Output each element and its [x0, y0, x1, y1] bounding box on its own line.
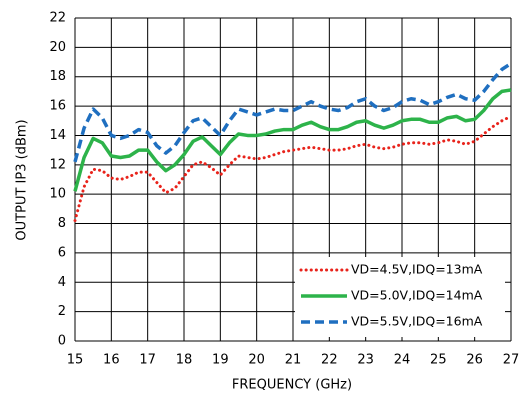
x-tick-label: 22	[321, 353, 338, 368]
y-tick-label: 8	[58, 216, 66, 231]
x-tick-label: 27	[503, 353, 520, 368]
x-tick-label: 21	[285, 353, 302, 368]
y-tick-label: 12	[49, 157, 66, 172]
x-tick-label: 15	[67, 353, 84, 368]
x-tick-label: 20	[248, 353, 265, 368]
x-tick-label: 24	[394, 353, 411, 368]
legend-label: VD=5.0V,IDQ=14mA	[351, 288, 483, 303]
x-tick-label: 26	[466, 353, 483, 368]
y-tick-label: 18	[49, 69, 66, 84]
x-tick-label: 23	[357, 353, 374, 368]
x-tick-label: 19	[212, 353, 229, 368]
y-tick-label: 6	[58, 245, 66, 260]
y-tick-label: 16	[49, 99, 66, 114]
series-line	[73, 88, 512, 192]
x-tick-label: 18	[176, 353, 193, 368]
y-tick-label: 20	[49, 40, 66, 55]
y-tick-label: 10	[49, 187, 66, 202]
x-axis-label: FREQUENCY (GHz)	[232, 378, 352, 393]
y-tick-label: 2	[58, 304, 66, 319]
y-tick-label: 0	[58, 334, 66, 349]
legend-label: VD=5.5V,IDQ=16mA	[351, 314, 483, 329]
y-tick-label: 14	[49, 128, 66, 143]
legend: VD=4.5V,IDQ=13mA VD=5.0V,IDQ=14mA VD=5.5V,…	[295, 257, 505, 337]
x-tick-label: 16	[103, 353, 120, 368]
y-tick-label: 4	[58, 275, 66, 290]
legend-label: VD=4.5V,IDQ=13mA	[351, 262, 483, 277]
series-line	[73, 114, 513, 223]
x-tick-label: 17	[139, 353, 156, 368]
y-tick-label: 22	[49, 11, 66, 26]
series-line	[73, 62, 512, 163]
x-tick-label: 25	[430, 353, 447, 368]
y-axis-label: OUTPUT IP3 (dBm)	[15, 119, 30, 240]
